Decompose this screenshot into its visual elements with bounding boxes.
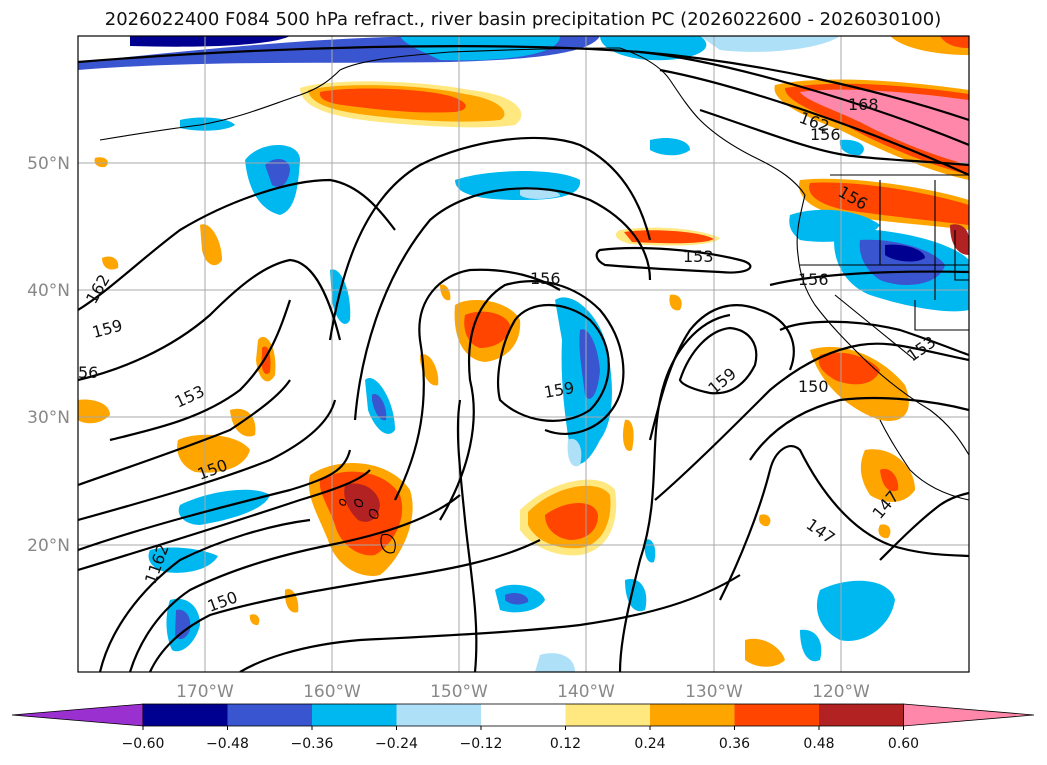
colorbar-extend-high (903, 703, 1035, 727)
lat-label: 30°N (27, 408, 70, 428)
contour-label: 150 (798, 377, 829, 396)
lat-label: 40°N (27, 281, 70, 301)
contour-label: 168 (848, 95, 879, 114)
colorbar-tick-label: 0.24 (634, 736, 665, 752)
lon-label: 140°W (557, 682, 615, 702)
colorbar-tick-label: −0.48 (206, 736, 249, 752)
lon-label: 150°W (430, 682, 488, 702)
lat-label: 20°N (27, 536, 70, 556)
colorbar-swatch (565, 704, 651, 726)
colorbar-swatch (396, 704, 482, 726)
contour-label: 153 (683, 247, 714, 266)
lon-label: 130°W (685, 682, 743, 702)
contour-label: 156 (798, 270, 829, 289)
colorbar-tick-label: −0.36 (291, 736, 334, 752)
lon-label: 160°W (303, 682, 361, 702)
colorbar-tick-label: 0.48 (803, 736, 834, 752)
colorbar-tick-label: −0.24 (375, 736, 418, 752)
colorbar-tick-label: 0.60 (888, 736, 919, 752)
shaded-regions (78, 36, 969, 672)
figure-title: 2026022400 F084 500 hPa refract., river … (105, 9, 941, 30)
colorbar-swatch (819, 704, 904, 726)
colorbar-swatch (227, 704, 313, 726)
coastlines (99, 47, 969, 554)
colorbar-swatch (650, 704, 735, 726)
map-area: 168 162 156 153 156 156 153 162 159 56 1… (78, 36, 969, 672)
longitude-labels: 170°W 160°W 150°W 140°W 130°W 120°W (176, 682, 870, 702)
map-frame (77, 35, 970, 673)
colorbar-extend-low (11, 703, 144, 727)
lon-label: 170°W (176, 682, 234, 702)
lon-label: 120°W (812, 682, 870, 702)
colorbar: −0.60 −0.48 −0.36 −0.24 −0.12 0.12 0.24 0.36 0.4… (11, 703, 1035, 752)
colorbar-swatch (734, 704, 820, 726)
colorbar-swatch (143, 704, 228, 726)
colorbar-tick-label: 0.36 (719, 736, 750, 752)
lat-label: 50°N (27, 154, 70, 174)
contour-label: 156 (530, 269, 561, 288)
colorbar-swatch (481, 704, 566, 726)
neg-core-north (130, 36, 290, 47)
colorbar-swatch (312, 704, 397, 726)
graticule (78, 36, 969, 672)
colorbar-tick-label: −0.12 (460, 736, 503, 752)
latitude-labels: 50°N 40°N 30°N 20°N (27, 154, 70, 556)
contour-label: 56 (78, 363, 98, 382)
contour-label: 156 (810, 125, 841, 144)
contours (78, 45, 969, 672)
colorbar-tick-label: −0.60 (122, 736, 165, 752)
colorbar-tick-label: 0.12 (550, 736, 581, 752)
